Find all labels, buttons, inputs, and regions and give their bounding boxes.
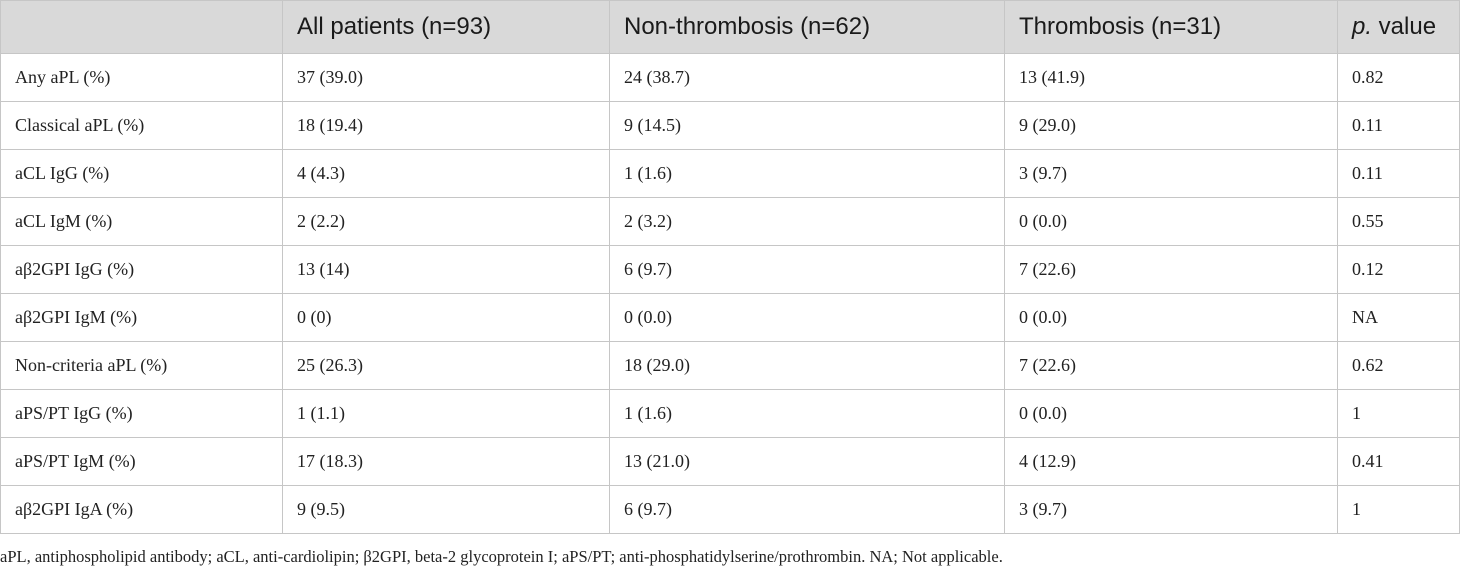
row-label: Any aPL (%) (0, 53, 283, 102)
cell-non-thrombosis: 6 (9.7) (609, 485, 1005, 534)
row-label: aβ2GPI IgA (%) (0, 485, 283, 534)
table-row: aβ2GPI IgG (%) 13 (14) 6 (9.7) 7 (22.6) … (0, 245, 1460, 294)
row-label: Classical aPL (%) (0, 101, 283, 150)
row-label: Non-criteria aPL (%) (0, 341, 283, 390)
cell-non-thrombosis: 13 (21.0) (609, 437, 1005, 486)
table-row: aCL IgM (%) 2 (2.2) 2 (3.2) 0 (0.0) 0.55 (0, 197, 1460, 246)
cell-all-patients: 17 (18.3) (282, 437, 610, 486)
header-empty-cell (0, 0, 283, 54)
cell-thrombosis: 7 (22.6) (1004, 341, 1338, 390)
header-p-italic: p. (1352, 13, 1373, 40)
cell-p-value: 0.82 (1337, 53, 1460, 102)
row-label: aβ2GPI IgM (%) (0, 293, 283, 342)
cell-thrombosis: 9 (29.0) (1004, 101, 1338, 150)
table-row: Any aPL (%) 37 (39.0) 24 (38.7) 13 (41.9… (0, 53, 1460, 102)
cell-thrombosis: 3 (9.7) (1004, 149, 1338, 198)
row-label: aPS/PT IgG (%) (0, 389, 283, 438)
cell-p-value: 0.55 (1337, 197, 1460, 246)
cell-all-patients: 4 (4.3) (282, 149, 610, 198)
cell-p-value: 1 (1337, 485, 1460, 534)
table-row: aCL IgG (%) 4 (4.3) 1 (1.6) 3 (9.7) 0.11 (0, 149, 1460, 198)
cell-non-thrombosis: 0 (0.0) (609, 293, 1005, 342)
cell-all-patients: 2 (2.2) (282, 197, 610, 246)
cell-thrombosis: 4 (12.9) (1004, 437, 1338, 486)
cell-thrombosis: 0 (0.0) (1004, 389, 1338, 438)
cell-thrombosis: 0 (0.0) (1004, 293, 1338, 342)
cell-all-patients: 37 (39.0) (282, 53, 610, 102)
cell-p-value: 0.11 (1337, 101, 1460, 150)
results-table-container: All patients (n=93) Non-thrombosis (n=62… (0, 0, 1460, 534)
cell-p-value: 0.11 (1337, 149, 1460, 198)
table-row: Classical aPL (%) 18 (19.4) 9 (14.5) 9 (… (0, 101, 1460, 150)
table-row: aPS/PT IgM (%) 17 (18.3) 13 (21.0) 4 (12… (0, 437, 1460, 486)
row-label: aCL IgM (%) (0, 197, 283, 246)
cell-all-patients: 18 (19.4) (282, 101, 610, 150)
cell-non-thrombosis: 24 (38.7) (609, 53, 1005, 102)
header-all-patients: All patients (n=93) (282, 0, 610, 54)
row-label: aβ2GPI IgG (%) (0, 245, 283, 294)
row-label: aPS/PT IgM (%) (0, 437, 283, 486)
cell-thrombosis: 13 (41.9) (1004, 53, 1338, 102)
table-row: aPS/PT IgG (%) 1 (1.1) 1 (1.6) 0 (0.0) 1 (0, 389, 1460, 438)
cell-all-patients: 25 (26.3) (282, 341, 610, 390)
cell-all-patients: 1 (1.1) (282, 389, 610, 438)
header-thrombosis: Thrombosis (n=31) (1004, 0, 1338, 54)
table-row: Non-criteria aPL (%) 25 (26.3) 18 (29.0)… (0, 341, 1460, 390)
cell-p-value: 0.62 (1337, 341, 1460, 390)
cell-non-thrombosis: 1 (1.6) (609, 389, 1005, 438)
header-non-thrombosis: Non-thrombosis (n=62) (609, 0, 1005, 54)
table-header-row: All patients (n=93) Non-thrombosis (n=62… (0, 0, 1460, 54)
cell-p-value: 0.41 (1337, 437, 1460, 486)
cell-p-value: 1 (1337, 389, 1460, 438)
table-row: aβ2GPI IgA (%) 9 (9.5) 6 (9.7) 3 (9.7) 1 (0, 485, 1460, 534)
cell-non-thrombosis: 9 (14.5) (609, 101, 1005, 150)
cell-all-patients: 0 (0) (282, 293, 610, 342)
cell-thrombosis: 3 (9.7) (1004, 485, 1338, 534)
header-p-value: p. value (1337, 0, 1460, 54)
results-table: All patients (n=93) Non-thrombosis (n=62… (0, 0, 1460, 534)
cell-thrombosis: 7 (22.6) (1004, 245, 1338, 294)
cell-p-value: NA (1337, 293, 1460, 342)
cell-p-value: 0.12 (1337, 245, 1460, 294)
cell-non-thrombosis: 6 (9.7) (609, 245, 1005, 294)
cell-non-thrombosis: 18 (29.0) (609, 341, 1005, 390)
cell-all-patients: 9 (9.5) (282, 485, 610, 534)
cell-non-thrombosis: 1 (1.6) (609, 149, 1005, 198)
cell-thrombosis: 0 (0.0) (1004, 197, 1338, 246)
header-p-rest: value (1372, 13, 1437, 40)
row-label: aCL IgG (%) (0, 149, 283, 198)
table-footnote: aPL, antiphospholipid antibody; aCL, ant… (0, 547, 1003, 566)
table-row: aβ2GPI IgM (%) 0 (0) 0 (0.0) 0 (0.0) NA (0, 293, 1460, 342)
cell-non-thrombosis: 2 (3.2) (609, 197, 1005, 246)
cell-all-patients: 13 (14) (282, 245, 610, 294)
